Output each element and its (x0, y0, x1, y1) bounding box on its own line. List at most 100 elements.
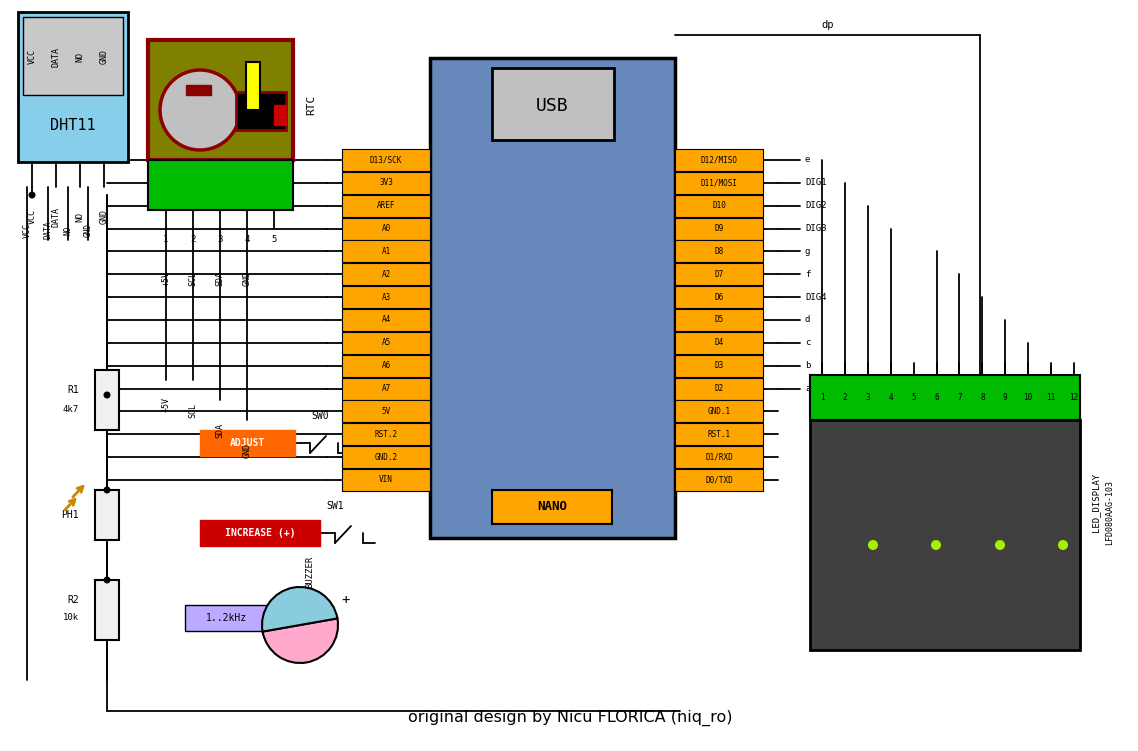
Text: BUZZER: BUZZER (305, 556, 314, 588)
Text: 1: 1 (819, 393, 824, 402)
Text: VCC: VCC (27, 210, 36, 225)
Text: original design by Nicu FLORICA (niq_ro): original design by Nicu FLORICA (niq_ro) (407, 710, 732, 726)
Text: 8: 8 (980, 393, 984, 402)
Text: 5V: 5V (381, 407, 390, 416)
FancyBboxPatch shape (675, 149, 762, 171)
Text: e: e (805, 155, 810, 164)
Text: GND: GND (99, 210, 108, 225)
Text: 7: 7 (957, 393, 962, 402)
Text: f: f (805, 270, 810, 279)
Text: A0: A0 (381, 224, 390, 233)
FancyBboxPatch shape (343, 240, 430, 262)
Text: 4: 4 (245, 236, 249, 245)
FancyBboxPatch shape (343, 218, 430, 240)
FancyBboxPatch shape (675, 264, 762, 285)
Text: 11: 11 (1047, 393, 1056, 402)
FancyBboxPatch shape (810, 375, 1080, 420)
Text: D9: D9 (715, 224, 724, 233)
Text: NO: NO (75, 52, 84, 62)
FancyBboxPatch shape (343, 469, 430, 491)
FancyBboxPatch shape (810, 420, 1080, 650)
Text: SDA: SDA (215, 270, 224, 285)
Wedge shape (262, 587, 338, 632)
Text: +5V: +5V (162, 270, 171, 285)
FancyBboxPatch shape (675, 218, 762, 240)
Circle shape (868, 540, 879, 550)
Text: D8: D8 (715, 247, 724, 256)
Text: 1..2kHz: 1..2kHz (206, 613, 247, 623)
Text: A7: A7 (381, 384, 390, 393)
FancyBboxPatch shape (675, 400, 762, 422)
Text: 2: 2 (190, 236, 196, 245)
Text: DATA: DATA (51, 47, 60, 67)
FancyBboxPatch shape (343, 172, 430, 194)
FancyBboxPatch shape (343, 195, 430, 217)
Text: INCREASE (+): INCREASE (+) (224, 528, 295, 538)
Text: D7: D7 (715, 270, 724, 279)
Text: 2: 2 (842, 393, 847, 402)
FancyBboxPatch shape (236, 92, 286, 130)
Text: D11/MOSI: D11/MOSI (701, 178, 737, 187)
Text: D3: D3 (715, 361, 724, 370)
Text: PH1: PH1 (61, 510, 79, 520)
Circle shape (931, 540, 941, 550)
Text: DHT11: DHT11 (50, 119, 96, 134)
Text: 4: 4 (889, 393, 893, 402)
Text: 10k: 10k (63, 614, 79, 623)
Text: DATA: DATA (43, 221, 52, 240)
Text: +: + (341, 593, 351, 607)
Text: GND.2: GND.2 (374, 453, 397, 462)
FancyBboxPatch shape (343, 354, 430, 377)
Text: 4k7: 4k7 (63, 406, 79, 415)
FancyBboxPatch shape (246, 62, 259, 110)
Text: 6: 6 (934, 393, 939, 402)
Text: VIN: VIN (379, 475, 393, 484)
FancyBboxPatch shape (343, 424, 430, 445)
FancyBboxPatch shape (675, 424, 762, 445)
Text: g: g (805, 247, 810, 256)
Text: D13/SCK: D13/SCK (370, 155, 402, 164)
Text: DIG1: DIG1 (805, 178, 826, 187)
FancyBboxPatch shape (200, 430, 295, 456)
FancyBboxPatch shape (675, 446, 762, 468)
FancyBboxPatch shape (343, 286, 430, 308)
Circle shape (995, 540, 1005, 550)
Circle shape (104, 391, 110, 399)
Text: 3: 3 (217, 236, 223, 245)
Circle shape (1058, 540, 1067, 550)
FancyBboxPatch shape (343, 264, 430, 285)
Text: SCL: SCL (189, 403, 198, 418)
FancyBboxPatch shape (492, 68, 615, 140)
FancyBboxPatch shape (94, 370, 119, 430)
Text: GND.1: GND.1 (708, 407, 731, 416)
Text: RST.2: RST.2 (374, 430, 397, 439)
Circle shape (28, 192, 35, 198)
FancyBboxPatch shape (675, 172, 762, 194)
Text: SW0: SW0 (311, 411, 329, 421)
Text: A6: A6 (381, 361, 390, 370)
Text: dp: dp (822, 20, 834, 30)
FancyBboxPatch shape (675, 354, 762, 377)
FancyBboxPatch shape (675, 378, 762, 400)
Text: a: a (805, 384, 810, 393)
Text: c: c (805, 339, 810, 348)
Text: D12/MISO: D12/MISO (701, 155, 737, 164)
FancyBboxPatch shape (23, 17, 123, 95)
Text: A2: A2 (381, 270, 390, 279)
Text: d: d (805, 315, 810, 324)
Text: USB: USB (536, 97, 569, 115)
Text: 5: 5 (912, 393, 916, 402)
Text: R1: R1 (67, 385, 79, 395)
FancyBboxPatch shape (675, 240, 762, 262)
Text: D10: D10 (712, 201, 726, 210)
FancyBboxPatch shape (675, 286, 762, 308)
FancyBboxPatch shape (148, 40, 292, 160)
Text: A3: A3 (381, 293, 390, 302)
Text: b: b (805, 361, 810, 370)
FancyBboxPatch shape (343, 149, 430, 171)
Text: A4: A4 (381, 315, 390, 324)
FancyBboxPatch shape (430, 58, 675, 538)
FancyBboxPatch shape (200, 520, 320, 546)
Text: LED_DISPLAY: LED_DISPLAY (1091, 473, 1100, 532)
Wedge shape (263, 618, 338, 663)
